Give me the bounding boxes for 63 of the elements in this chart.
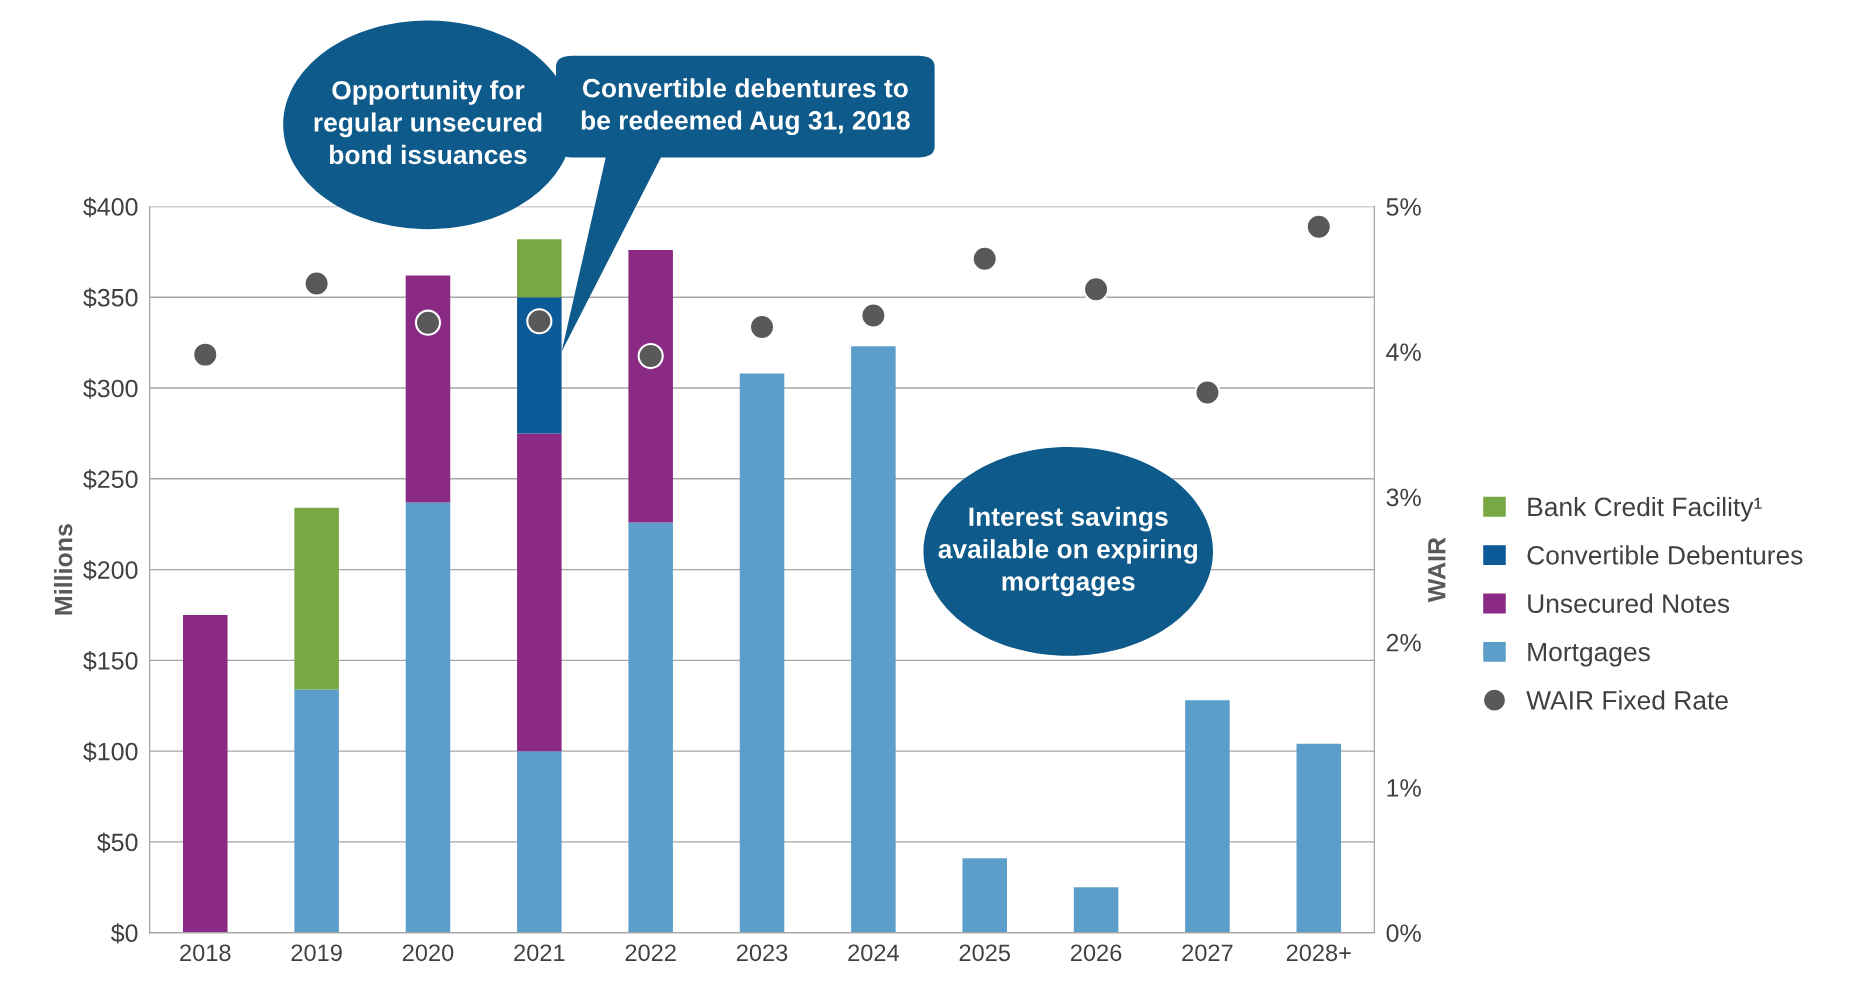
bar [739, 373, 785, 933]
legend-label: Mortgages [1528, 642, 1650, 667]
y2-tick-label: 0% [1386, 924, 1421, 942]
y-tick-label: $350 [83, 287, 138, 309]
legend-label: Bank Credit Facility¹ [1528, 496, 1762, 522]
bar [517, 297, 562, 434]
x-tick-label: 2021 [514, 944, 565, 962]
text: Convertible debentures to be redeemed Aug 31, 2018 [581, 78, 910, 136]
legend-label: Convertible Debentures [1527, 545, 1803, 565]
bar [517, 433, 562, 752]
point [1194, 379, 1221, 406]
point [192, 341, 219, 368]
bar [628, 522, 673, 933]
y-tick-label: $200 [83, 560, 138, 581]
bar [405, 502, 451, 933]
bar [962, 858, 1007, 933]
x-tick-label: 2028+ [1286, 944, 1351, 962]
bar [851, 346, 896, 933]
x-tick-label: 2023 [736, 944, 788, 962]
x-tick-label: 2027 [1182, 944, 1233, 962]
y2-tick-label: 3% [1386, 488, 1421, 507]
annotation: Interest savings available on expiring mortgages [938, 506, 1197, 597]
x-tick-label: 2019 [291, 944, 342, 962]
text: Opportunity for regular unsecured bond issuances [314, 80, 542, 165]
bar [405, 275, 451, 503]
y-tick-label: $50 [97, 832, 138, 853]
x-tick-label: 2026 [1071, 944, 1122, 962]
legend-label: WAIR Fixed Rate [1526, 690, 1728, 710]
bar [294, 689, 339, 933]
y-axis-title: Millions [54, 524, 73, 615]
x-tick-label: 2018 [180, 944, 231, 962]
point [860, 302, 887, 329]
y-tick-label: $0 [110, 923, 138, 944]
bar [1185, 700, 1230, 933]
y-tick-label: $150 [83, 650, 138, 672]
y2-tick-label: 4% [1386, 343, 1421, 361]
y-tick-label: $300 [83, 378, 138, 399]
y2-tick-label: 1% [1387, 779, 1421, 797]
bar [517, 239, 562, 298]
point [1083, 276, 1110, 303]
point [526, 308, 553, 335]
x-tick-label: 2022 [625, 944, 676, 962]
x-tick-label: 2020 [402, 944, 454, 962]
y2-axis-title: WAIR [1428, 537, 1446, 603]
y-tick-label: $250 [83, 469, 138, 490]
point [637, 343, 664, 370]
y-tick-label: $400 [83, 197, 138, 218]
legend-label: Unsecured Notes [1528, 593, 1730, 613]
x-tick-label: 2025 [959, 944, 1010, 962]
point [748, 313, 776, 341]
x-tick-label: 2024 [848, 944, 899, 962]
bar [1073, 887, 1119, 933]
point [1305, 213, 1332, 240]
bar [183, 614, 228, 933]
bar [517, 751, 562, 933]
bar [1296, 743, 1342, 933]
point [971, 245, 998, 272]
point [414, 309, 442, 336]
y2-tick-label: 5% [1386, 198, 1421, 216]
bar [294, 507, 339, 690]
point [303, 270, 330, 297]
y-tick-label: $100 [83, 741, 138, 762]
y2-tick-label: 2% [1386, 633, 1421, 652]
